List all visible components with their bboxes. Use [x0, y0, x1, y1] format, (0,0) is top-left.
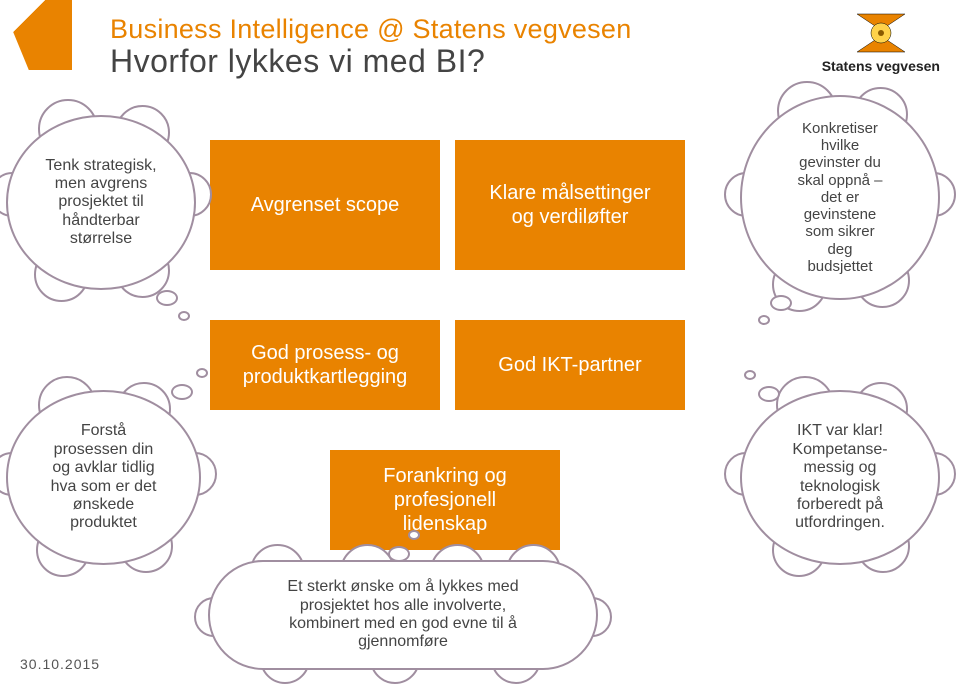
cloud-strategy-text: Tenk strategisk, men avgrens prosjektet …: [45, 157, 156, 249]
slide-date: 30.10.2015: [20, 656, 100, 672]
cloud-ikt-klar: IKT var klar! Kompetanse- messig og tekn…: [740, 390, 940, 565]
cloud-onske-text: Et sterkt ønske om å lykkes med prosjekt…: [287, 578, 518, 652]
title-block: Business Intelligence @ Statens vegvesen…: [110, 14, 632, 80]
cloud-ikt-klar-text: IKT var klar! Kompetanse- messig og tekn…: [792, 422, 887, 532]
box-avgrenset-scope: Avgrenset scope: [210, 140, 440, 270]
brand-logo-icon: [853, 10, 909, 56]
box-god-ikt: God IKT-partner: [455, 320, 685, 410]
box-god-ikt-text: God IKT-partner: [498, 353, 641, 377]
box-god-prosess: God prosess- og produktkartlegging: [210, 320, 440, 410]
page-title: Hvorfor lykkes vi med BI?: [110, 43, 632, 80]
chevron-decoration: [0, 0, 72, 70]
cloud-gevinster-text: Konkretiser hvilke gevinster du skal opp…: [797, 120, 882, 275]
cloud-onske: Et sterkt ønske om å lykkes med prosjekt…: [208, 560, 598, 670]
cloud-forstaa: Forstå prosessen din og avklar tidlig hv…: [6, 390, 201, 565]
cloud-strategy: Tenk strategisk, men avgrens prosjektet …: [6, 115, 196, 290]
box-forankring: Forankring og profesjonell lidenskap: [330, 450, 560, 550]
box-klare-maal-text: Klare målsettinger og verdiløfter: [489, 181, 650, 229]
cloud-forstaa-text: Forstå prosessen din og avklar tidlig hv…: [51, 422, 157, 532]
box-klare-maal: Klare målsettinger og verdiløfter: [455, 140, 685, 270]
brand-label: Statens vegvesen: [822, 58, 940, 74]
box-avgrenset-scope-text: Avgrenset scope: [251, 193, 400, 217]
box-god-prosess-text: God prosess- og produktkartlegging: [243, 341, 408, 389]
box-forankring-text: Forankring og profesjonell lidenskap: [383, 464, 506, 536]
title-context: Business Intelligence @ Statens vegvesen: [110, 14, 632, 45]
cloud-gevinster: Konkretiser hvilke gevinster du skal opp…: [740, 95, 940, 300]
brand-block: Statens vegvesen: [822, 10, 940, 74]
